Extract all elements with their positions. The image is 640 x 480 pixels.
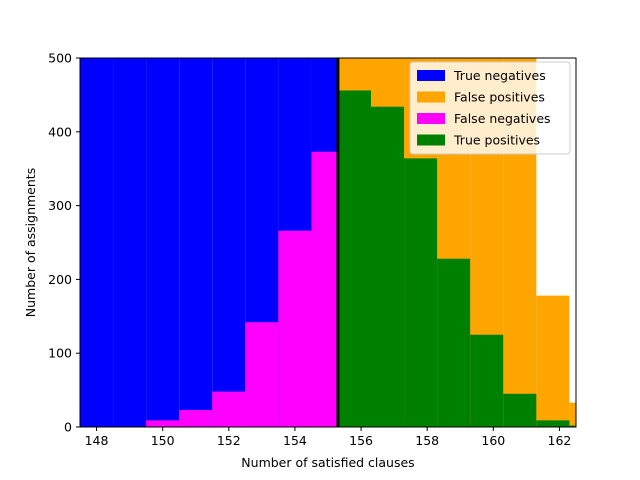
bar-false-negatives-6	[278, 230, 312, 427]
legend-swatch-true-negatives	[417, 70, 445, 81]
x-tick-label: 150	[151, 433, 175, 448]
x-tick-label: 154	[283, 433, 307, 448]
x-tick-label: 148	[85, 433, 109, 448]
foreground-bars	[146, 90, 576, 428]
y-tick-label: 300	[48, 198, 72, 213]
bar-true-positives-14	[536, 420, 570, 427]
legend-swatch-true-positives	[417, 134, 445, 146]
legend-label-false-negatives: False negatives	[454, 111, 551, 126]
bar-false-negatives-4	[212, 391, 246, 427]
bar-true-positives-8	[337, 90, 371, 428]
legend: True negatives False positives False negat…	[409, 61, 571, 155]
bar-false-negatives-7	[311, 151, 338, 427]
bar-true-positives-9	[370, 106, 405, 427]
x-tick-label: 160	[481, 433, 505, 448]
plot-area	[79, 57, 577, 428]
bar-true-negatives-4	[212, 58, 246, 427]
legend-box	[409, 61, 571, 155]
x-tick-label: 158	[415, 433, 439, 448]
y-tick-label: 100	[48, 346, 72, 361]
x-tick-label: 162	[548, 433, 572, 448]
bar-false-negatives-2	[146, 420, 180, 427]
bar-true-negatives-1	[113, 58, 147, 427]
x-axis: 148 150 152 154 156 158 160 162	[85, 427, 572, 448]
legend-label-false-positives: False positives	[454, 90, 545, 105]
y-tick-label: 0	[64, 420, 72, 435]
x-axis-label: Number of satisfied clauses	[241, 455, 414, 470]
y-tick-label: 500	[48, 51, 72, 66]
y-axis: 0 100 200 300 400 500	[48, 51, 80, 435]
bar-true-positives-11	[437, 258, 471, 427]
bar-true-negatives-3	[179, 58, 213, 427]
bar-true-positives-15	[569, 425, 576, 427]
bar-true-negatives-2	[146, 58, 180, 427]
y-tick-label: 400	[48, 124, 72, 139]
y-axis-label: Number of assignments	[23, 168, 38, 317]
legend-label-true-positives: True positives	[453, 133, 540, 148]
bar-true-positives-13	[503, 393, 537, 427]
x-tick-label: 156	[349, 433, 373, 448]
y-tick-label: 200	[48, 272, 72, 287]
bar-false-negatives-3	[179, 410, 213, 427]
bar-true-positives-12	[470, 334, 504, 427]
plot-frame	[79, 57, 577, 428]
bar-true-positives-10	[404, 158, 438, 428]
legend-label-true-negatives: True negatives	[453, 68, 546, 83]
bar-true-negatives-0	[80, 58, 114, 427]
bar-false-negatives-5	[245, 322, 279, 427]
x-tick-label: 152	[217, 433, 241, 448]
bar-false-positives-14	[536, 295, 570, 427]
legend-swatch-false-negatives	[417, 113, 445, 124]
legend-swatch-false-positives	[417, 91, 445, 103]
bar-false-positives-15	[569, 402, 576, 427]
